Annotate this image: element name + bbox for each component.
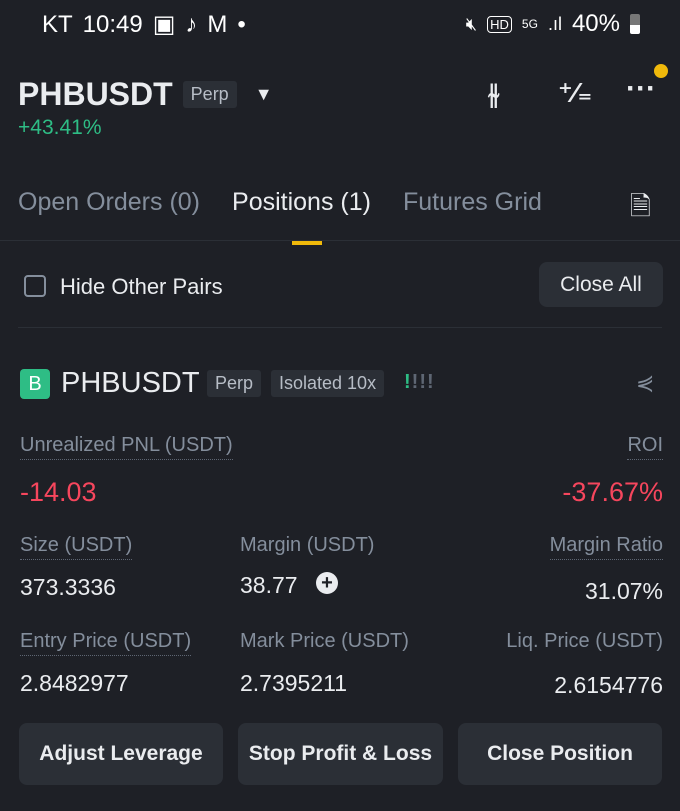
hide-other-pairs-checkbox[interactable] [24,275,46,297]
mute-icon: 🔇︎ [465,13,478,34]
battery-icon [630,14,640,34]
pnl-label[interactable]: Unrealized PNL (USDT) [20,434,233,460]
gallery-icon: ▣ [152,11,176,38]
adjust-leverage-button[interactable]: Adjust Leverage [19,723,223,785]
tab-bar: Open Orders (0) Positions (1) Futures Gr… [18,188,542,245]
symbol-selector[interactable]: PHBUSDT Perp ▼ [18,76,273,113]
close-position-button[interactable]: Close Position [458,723,662,785]
tab-open-orders[interactable]: Open Orders (0) [18,188,201,216]
entry-price-value: 2.8482977 [20,670,129,696]
symbol: PHBUSDT [18,76,173,112]
pnl-value: -14.03 [20,477,97,507]
hide-other-pairs-label[interactable]: Hide Other Pairs [60,274,223,299]
time: 10:49 [82,10,143,38]
candlestick-chart-icon[interactable]: ⫳ [488,78,500,109]
position-type: Perp [207,370,262,397]
mark-price-value: 2.7395211 [240,670,348,696]
add-margin-icon[interactable]: + [316,572,338,594]
tiktok-icon: ♪ [185,10,198,38]
liq-price-label: Liq. Price (USDT) [506,630,663,652]
entry-price-label[interactable]: Entry Price (USDT) [20,630,192,656]
position-symbol[interactable]: PHBUSDT [61,367,200,399]
tab-futures-grid[interactable]: Futures Grid [402,188,542,216]
size-label[interactable]: Size (USDT) [20,534,133,560]
tab-positions[interactable]: Positions (1) [232,188,371,245]
margin-ratio-value: 31.07% [584,578,663,604]
hd-icon: HD [487,15,512,33]
5g-icon: 5G [521,17,538,31]
battery-level: 40% [571,10,620,37]
roi-value: -37.67% [562,477,663,507]
calculator-icon[interactable]: ⁺⁄₌ [558,77,593,108]
dropdown-icon: ▼ [254,84,273,104]
margin-label: Margin (USDT) [240,534,375,556]
history-icon[interactable]: 🗎︎ [630,191,651,221]
mark-price-label: Mark Price (USDT) [240,630,409,652]
roi-label[interactable]: ROI [627,434,663,460]
gmail-icon: M [207,10,228,38]
status-bar-right: 🔇︎ HD 5G .ıl 40% [466,10,640,38]
margin-value: 38.77 [240,572,298,598]
close-all-button[interactable]: Close All [539,262,663,307]
side-badge: B [20,369,50,399]
signal-icon: .ıl [547,13,562,34]
liq-price-value: 2.6154776 [554,672,663,698]
margin-mode[interactable]: Isolated 10x [271,370,385,397]
margin-ratio-label[interactable]: Margin Ratio [549,534,663,560]
status-bar-left: KT 10:49 ▣ ♪ M • [42,10,246,39]
stop-profit-loss-button[interactable]: Stop Profit & Loss [238,723,443,785]
carrier: KT [42,10,73,38]
price-change: +43.41% [18,116,102,139]
dot-icon: • [237,10,246,38]
size-value: 373.3336 [20,574,116,600]
notification-dot [654,64,668,78]
adl-indicator: !!!! [404,371,435,393]
contract-type: Perp [182,81,237,108]
more-icon[interactable]: ··· [626,72,656,105]
share-icon[interactable]: ⋞ [636,370,655,395]
